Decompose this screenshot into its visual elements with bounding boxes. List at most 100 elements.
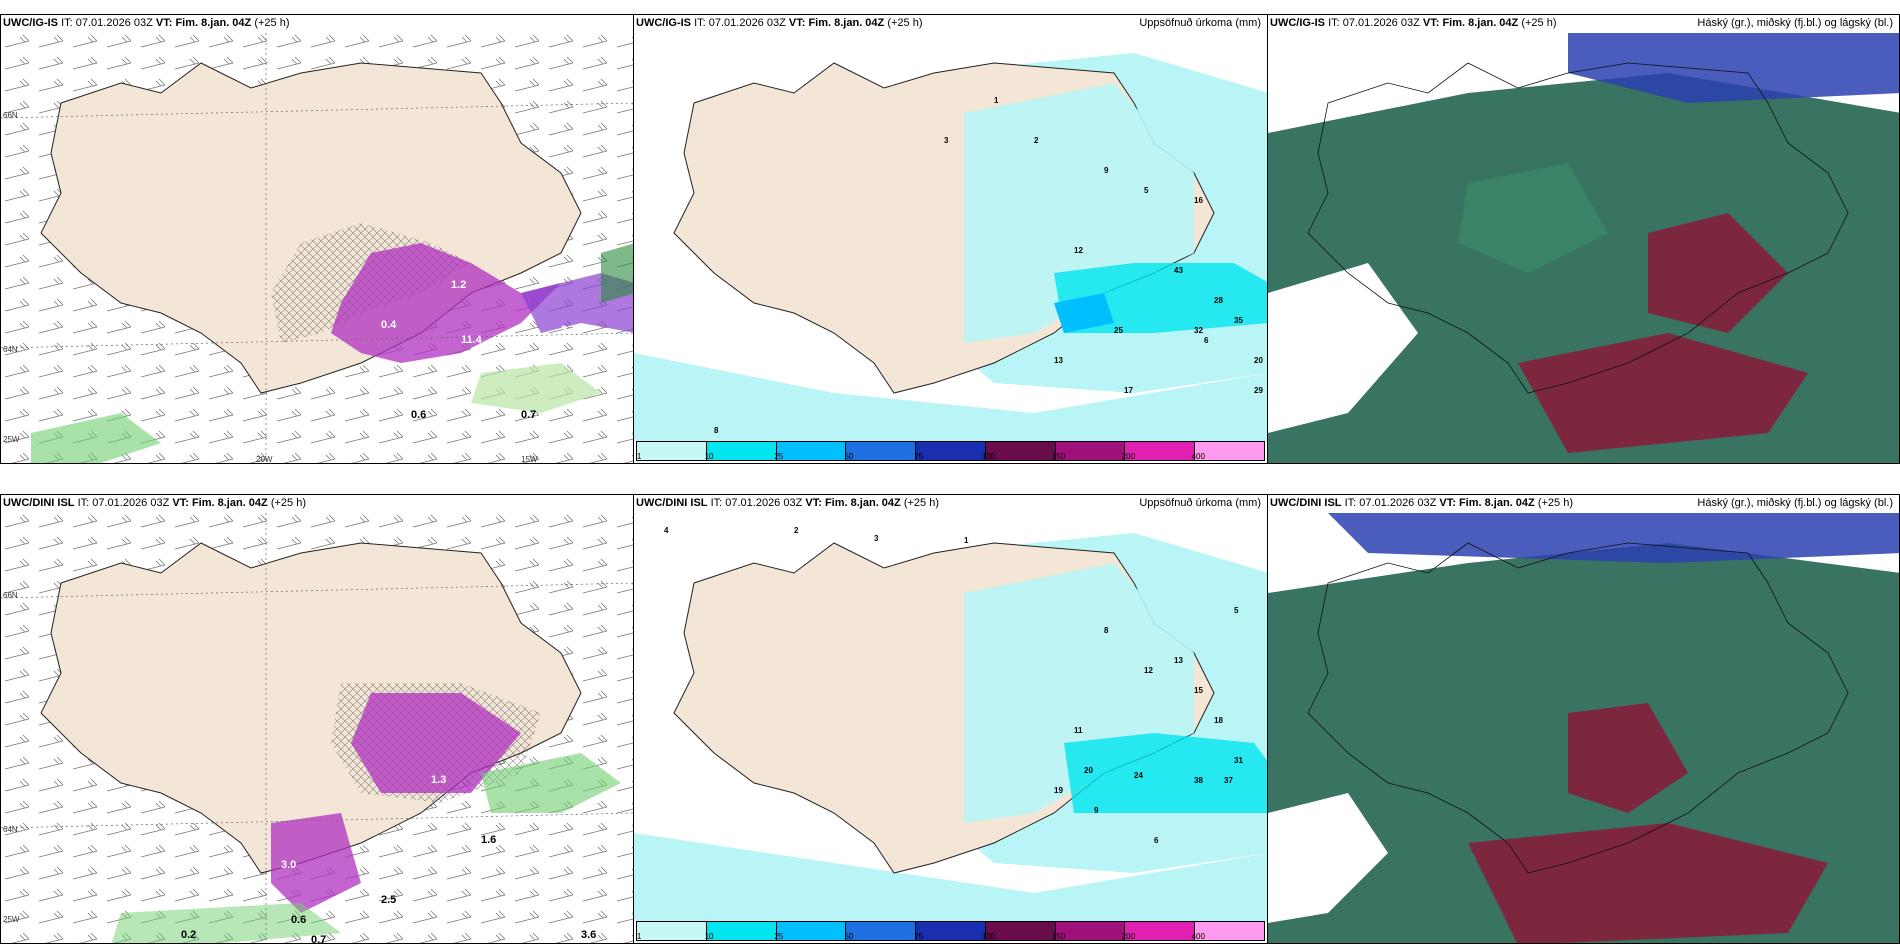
lat-label-64: 64N	[3, 825, 18, 834]
svg-text:0.7: 0.7	[311, 934, 326, 944]
wind-label: 11.4	[461, 334, 483, 346]
colorbar-tick-label: 200	[1121, 932, 1136, 941]
colorbar-tick-label: 400	[1191, 452, 1205, 461]
colorbar-tick-label: 1	[636, 452, 642, 461]
svg-text:43: 43	[1174, 266, 1183, 275]
svg-text:4: 4	[664, 526, 669, 535]
svg-text:12: 12	[1144, 666, 1153, 675]
colorbar-tick-label: 25	[774, 452, 784, 461]
wind-label: 0.7	[521, 409, 536, 421]
colorbar-tick-label: 10	[704, 452, 714, 461]
panel-subtitle: Uppsöfnuð úrkoma (mm)	[1139, 17, 1261, 29]
svg-text:3: 3	[874, 534, 879, 543]
lon-label-25: 25W	[3, 435, 20, 444]
svg-text:13: 13	[1174, 656, 1183, 665]
svg-text:1: 1	[964, 536, 969, 545]
colorbar-segment	[706, 442, 777, 460]
svg-text:11: 11	[1074, 726, 1083, 735]
svg-text:28: 28	[1214, 296, 1223, 305]
svg-text:38: 38	[1194, 776, 1203, 785]
svg-text:12: 12	[1074, 246, 1083, 255]
svg-text:17: 17	[1124, 386, 1133, 395]
colorbar-ticks: 1 10 25 50 75 100 150 200 400	[636, 932, 1265, 943]
svg-text:5: 5	[1234, 606, 1239, 615]
wind-label: 3.7	[521, 354, 536, 366]
svg-text:31: 31	[1234, 756, 1243, 765]
precip-map: 3 2 9 16 12 43 28 35 32 20 17 13 8 29 25…	[634, 33, 1267, 441]
colorbar-tick-label: 100	[981, 452, 996, 461]
svg-text:35: 35	[1234, 316, 1243, 325]
cloud-map	[1268, 513, 1899, 943]
colorbar-segment	[706, 922, 777, 940]
panel-title: UWC/IG-IS IT: 07.01.2026 03Z VT: Fim. 8.…	[1270, 17, 1557, 29]
cloud-map	[1268, 33, 1899, 463]
panel-subtitle: Háský (gr.), miðský (fj.bl.) og lágský (…	[1697, 497, 1893, 509]
svg-text:0.6: 0.6	[291, 914, 306, 926]
svg-text:2: 2	[794, 526, 799, 535]
svg-text:29: 29	[1254, 386, 1263, 395]
colorbar-segment	[916, 922, 986, 940]
panel-wind-igis: UWC/IG-IS IT: 07.01.2026 03Z VT: Fim. 8.…	[0, 14, 634, 464]
colorbar-segment	[637, 922, 707, 940]
colorbar-ticks: 1 10 25 50 75 100 150 200 400	[636, 452, 1265, 463]
panel-title: UWC/IG-IS IT: 07.01.2026 03Z VT: Fim. 8.…	[3, 17, 290, 29]
colorbar-segment	[1055, 922, 1126, 940]
svg-text:3: 3	[944, 136, 949, 145]
svg-text:13: 13	[1054, 356, 1063, 365]
panel-title: UWC/IG-IS IT: 07.01.2026 03Z VT: Fim. 8.…	[636, 17, 923, 29]
colorbar-segment	[776, 922, 847, 940]
panel-title: UWC/DINI ISL IT: 07.01.2026 03Z VT: Fim.…	[636, 497, 939, 509]
lat-label-64: 64N	[3, 345, 18, 354]
lon-label-25: 25W	[3, 915, 20, 924]
colorbar-segment	[985, 922, 1056, 940]
wind-label: 0.6	[411, 409, 426, 421]
panel-precip-dini: UWC/DINI ISL IT: 07.01.2026 03Z VT: Fim.…	[633, 494, 1268, 944]
colorbar-segment	[1195, 922, 1265, 940]
svg-text:2.5: 2.5	[381, 894, 396, 906]
svg-text:3.6: 3.6	[581, 929, 596, 941]
svg-text:0.2: 0.2	[181, 929, 196, 941]
svg-text:5: 5	[1144, 186, 1149, 195]
svg-text:18: 18	[1214, 716, 1223, 725]
svg-text:32: 32	[1194, 326, 1203, 335]
colorbar-segment	[1125, 922, 1196, 940]
panel-subtitle: Uppsöfnuð úrkoma (mm)	[1139, 497, 1261, 509]
colorbar-segment	[637, 442, 707, 460]
wind-map: 1.3 1.6 2.5 3.0 0.6 0.7 0.2 3.6	[1, 513, 633, 944]
lon-label-20: 20W	[256, 455, 273, 464]
svg-text:24: 24	[1134, 771, 1143, 780]
colorbar-segment	[1125, 442, 1196, 460]
colorbar-segment	[1055, 442, 1126, 460]
svg-text:15: 15	[1194, 686, 1203, 695]
colorbar-tick-label: 75	[914, 452, 924, 461]
svg-text:6: 6	[1204, 336, 1209, 345]
colorbar-segment	[846, 442, 917, 460]
panel-clouds-dini: UWC/DINI ISL IT: 07.01.2026 03Z VT: Fim.…	[1267, 494, 1900, 944]
svg-text:9: 9	[1094, 806, 1099, 815]
colorbar-tick-label: 50	[844, 452, 854, 461]
precip-map: 4 2 3 1 8 12 18 31 38 37 24 20 19 15 11 …	[634, 513, 1267, 921]
svg-text:1.3: 1.3	[431, 774, 446, 786]
colorbar-segment	[846, 922, 917, 940]
colorbar-segment	[985, 442, 1056, 460]
wind-map: 2.7 11.4 3.7 0.4 0.6 0.7 1.2	[1, 33, 633, 463]
colorbar-tick-label: 200	[1121, 452, 1136, 461]
svg-text:9: 9	[1104, 166, 1109, 175]
wind-label: 1.2	[451, 279, 466, 291]
wind-label: 2.7	[561, 324, 576, 336]
precip-colorbar	[636, 441, 1265, 461]
lon-label-15: 15W	[521, 455, 538, 464]
svg-text:16: 16	[1194, 196, 1203, 205]
svg-text:2: 2	[1034, 136, 1039, 145]
colorbar-tick-label: 1	[636, 932, 642, 941]
lat-label-66: 66N	[3, 591, 18, 600]
colorbar-segment	[916, 442, 986, 460]
colorbar-segment	[1195, 442, 1265, 460]
colorbar-tick-label: 150	[1051, 452, 1066, 461]
svg-text:3.0: 3.0	[281, 859, 296, 871]
wind-label: 0.4	[381, 319, 397, 331]
colorbar-tick-label: 75	[914, 932, 924, 941]
panel-title: UWC/DINI ISL IT: 07.01.2026 03Z VT: Fim.…	[1270, 497, 1573, 509]
colorbar-tick-label: 400	[1191, 932, 1205, 941]
svg-text:25: 25	[1114, 326, 1123, 335]
